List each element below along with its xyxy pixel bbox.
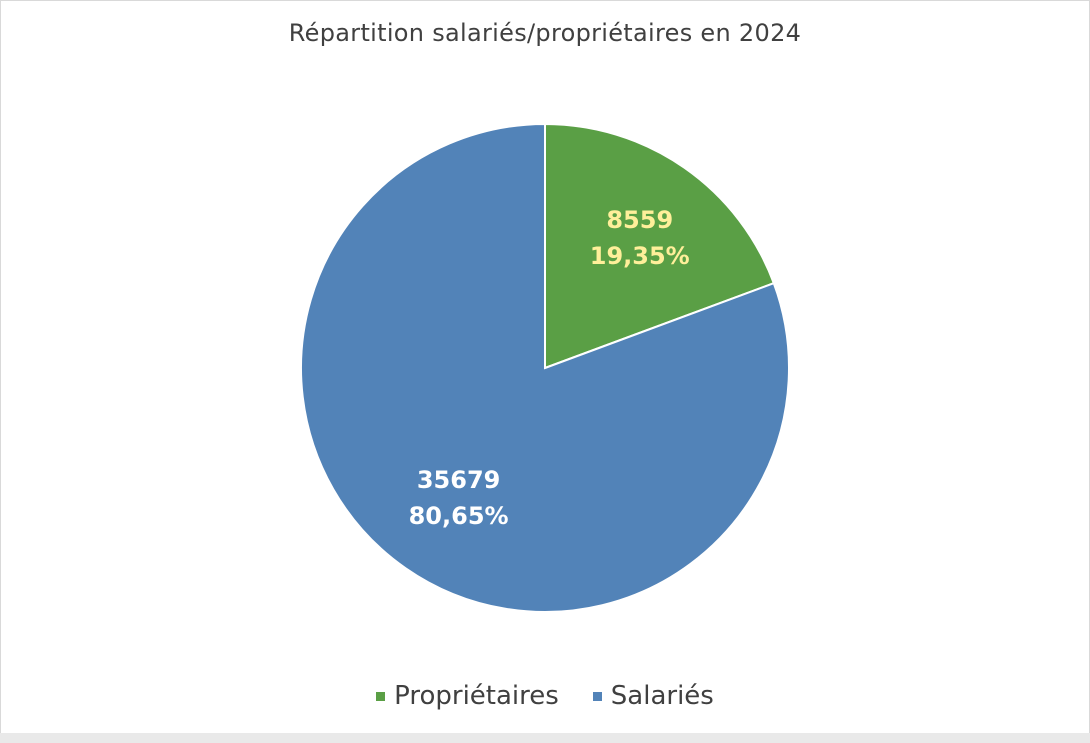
bottom-strip [0,733,1090,743]
legend-item-salaries: Salariés [592,681,714,711]
pie-slice-proprietaires [544,122,776,370]
legend-swatch-salaries [592,691,602,701]
data-label-value-salaries: 35679 [417,466,501,494]
legend-item-proprietaires: Propriétaires [376,681,559,711]
chart-title: Répartition salariés/propriétaires en 20… [288,19,802,47]
data-label-percent-proprietaires: 19,35% [590,242,690,270]
data-label-percent-salaries: 80,65% [409,502,509,530]
legend-label-proprietaires: Propriétaires [394,681,559,711]
legend-swatch-proprietaires [376,691,386,701]
legend: Propriétaires Salariés [1,681,1089,711]
data-label-value-proprietaires: 8559 [606,206,673,234]
legend-label-salaries: Salariés [610,681,714,711]
pie-slice-salaries [300,122,790,613]
